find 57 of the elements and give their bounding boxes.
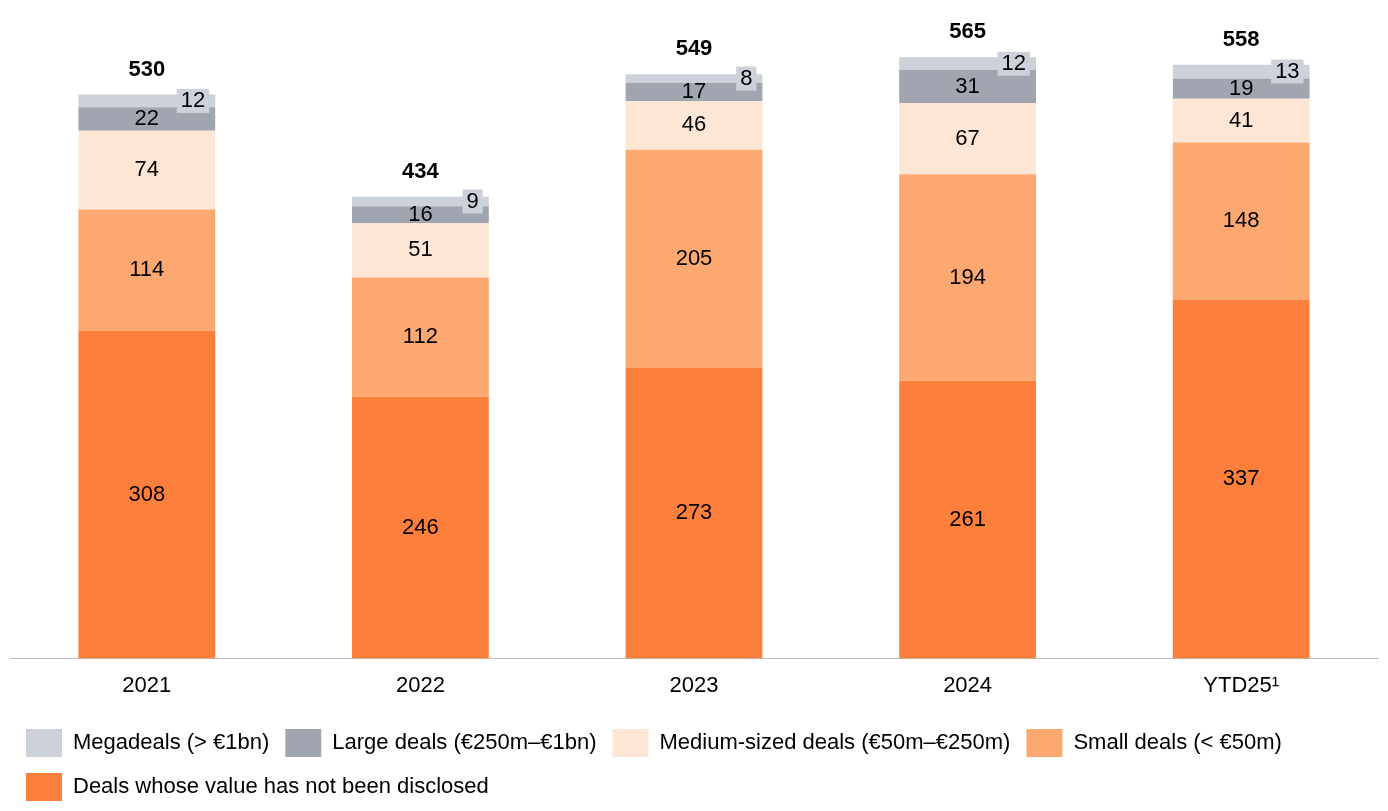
data-label: 205 — [675, 245, 713, 271]
bar — [1172, 299, 1310, 659]
bar — [78, 209, 216, 331]
bar — [78, 330, 216, 659]
data-label: 194 — [949, 263, 986, 289]
bar — [352, 277, 489, 397]
legend-label: Megadeals (> €1bn) — [73, 729, 270, 755]
legend-label: Medium-sized deals (€50m–€250m) — [659, 729, 1011, 755]
data-label: 46 — [681, 111, 707, 137]
bar — [1172, 98, 1310, 143]
x-tick-label: 2024 — [943, 671, 993, 697]
legend-label: Deals whose value has not been disclosed — [73, 773, 489, 799]
total-label: 434 — [402, 157, 440, 183]
data-label: 19 — [1228, 74, 1254, 100]
data-label: 337 — [1222, 465, 1260, 491]
bar — [625, 368, 763, 659]
x-tick-label: YTD25¹ — [1203, 671, 1280, 697]
total-label: 530 — [128, 55, 166, 81]
data-label: 12 — [180, 86, 206, 112]
bar — [899, 174, 1036, 381]
data-label: 261 — [949, 505, 986, 531]
data-label: 12 — [1001, 49, 1027, 75]
x-tick-label: 2022 — [395, 671, 445, 697]
bar — [899, 103, 1036, 175]
legend-label: Small deals (< €50m) — [1073, 729, 1282, 755]
bar — [1172, 142, 1310, 300]
bar — [78, 130, 216, 210]
bar — [899, 380, 1036, 659]
data-label: 16 — [408, 200, 433, 226]
data-label: 246 — [402, 513, 439, 539]
data-label: 308 — [128, 480, 166, 506]
data-label: 273 — [675, 499, 713, 525]
x-tick-label: 2021 — [122, 671, 172, 697]
data-label: 22 — [134, 105, 160, 131]
total-label: 565 — [949, 18, 986, 44]
data-label: 67 — [955, 124, 980, 150]
data-label: 17 — [681, 77, 707, 103]
bar — [625, 100, 763, 150]
bar — [625, 149, 763, 369]
bar — [78, 107, 216, 131]
total-label: 558 — [1222, 25, 1260, 51]
data-label: 114 — [129, 256, 165, 282]
data-label: 9 — [466, 187, 479, 213]
total-label: 549 — [675, 35, 713, 61]
data-label: 74 — [134, 156, 160, 182]
x-tick-label: 2023 — [669, 671, 719, 697]
data-label: 41 — [1228, 106, 1254, 132]
data-label: 112 — [402, 323, 438, 349]
legend-label: Large deals (€250m–€1bn) — [332, 729, 597, 755]
data-label: 51 — [408, 236, 433, 262]
data-label: 13 — [1275, 57, 1300, 83]
data-label: 148 — [1222, 207, 1260, 233]
bar — [899, 70, 1036, 104]
data-label: 8 — [740, 64, 753, 90]
data-label: 31 — [955, 72, 980, 98]
bar — [352, 223, 489, 278]
bar — [352, 396, 489, 659]
